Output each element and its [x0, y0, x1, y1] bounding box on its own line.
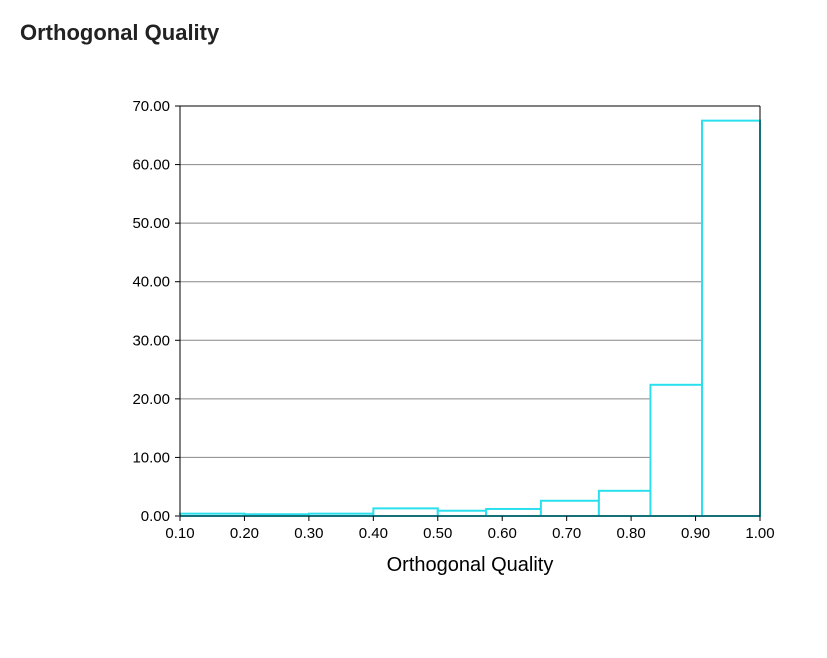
y-tick-label: 70.00 — [132, 98, 170, 115]
x-tick-label: 0.90 — [681, 525, 710, 542]
y-tick-label: 30.00 — [132, 332, 170, 349]
orthogonal-quality-histogram: 0.00 10.00 20.00 30.00 40.00 50.00 60.00 70.00 0… — [80, 86, 780, 606]
y-tick-label: 60.00 — [132, 157, 170, 174]
y-tick-label: 20.00 — [132, 391, 170, 408]
histogram-bar — [702, 121, 760, 516]
histogram-bar — [438, 511, 486, 516]
x-tick-label: 0.10 — [165, 525, 194, 542]
y-tick-label: 50.00 — [132, 215, 170, 232]
y-tick-label: 10.00 — [132, 449, 170, 466]
y-tick-label: 0.00 — [141, 508, 170, 525]
x-tick-label: 0.60 — [488, 525, 517, 542]
y-tick-label: 40.00 — [132, 274, 170, 291]
x-tick-label: 0.50 — [423, 525, 452, 542]
histogram-bar — [373, 508, 437, 516]
page-title: Orthogonal Quality — [20, 20, 807, 46]
histogram-bar — [650, 385, 702, 516]
histogram-bar — [486, 509, 541, 516]
histogram-bar — [599, 491, 651, 516]
x-tick-label: 0.20 — [230, 525, 259, 542]
x-tick-label: 0.70 — [552, 525, 581, 542]
x-tick-label: 0.30 — [294, 525, 323, 542]
x-tick-label: 0.80 — [617, 525, 646, 542]
x-axis-title: Orthogonal Quality — [387, 554, 554, 576]
x-tick-label: 1.00 — [745, 525, 774, 542]
histogram-bar — [541, 501, 599, 516]
x-tick-label: 0.40 — [359, 525, 388, 542]
